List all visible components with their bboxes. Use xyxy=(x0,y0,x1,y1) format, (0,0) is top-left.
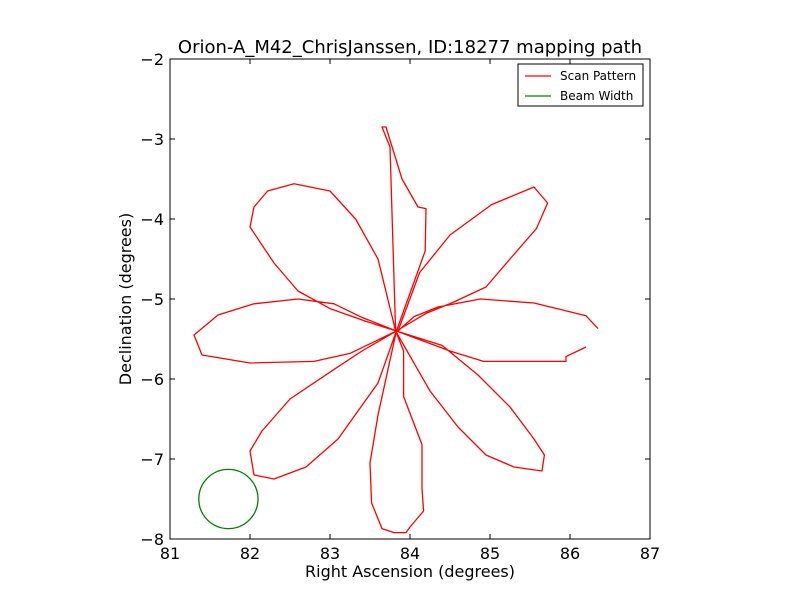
legend-label-beam-width: Beam Width xyxy=(560,89,633,103)
x-tick-label: 85 xyxy=(480,544,500,563)
y-tick-label: −7 xyxy=(140,450,164,469)
legend: Scan Pattern Beam Width xyxy=(517,63,644,107)
y-tick-label: −2 xyxy=(140,50,164,69)
chart-title: Orion-A_M42_ChrisJanssen, ID:18277 mappi… xyxy=(178,37,642,58)
y-tick-label: −8 xyxy=(140,530,164,549)
y-tick-label: −6 xyxy=(140,370,164,389)
y-tick-label: −5 xyxy=(140,290,164,309)
legend-box xyxy=(517,63,644,107)
y-tick-label: −3 xyxy=(140,130,164,149)
x-tick-label: 82 xyxy=(240,544,260,563)
series-beam-width-circle xyxy=(198,468,259,530)
series-scan-pattern-line xyxy=(193,126,599,534)
x-tick-label: 83 xyxy=(320,544,340,563)
y-tick-label: −4 xyxy=(140,210,164,229)
x-tick-label: 87 xyxy=(640,544,660,563)
legend-label-scan-pattern: Scan Pattern xyxy=(560,69,636,83)
x-axis-label: Right Ascension (degrees) xyxy=(305,562,515,581)
x-tick-label: 81 xyxy=(160,544,180,563)
axis-ticks: 81 82 83 84 85 86 87 −2 −3 −4 −5 −6 −7 −8 xyxy=(140,50,660,563)
plot-marks xyxy=(193,126,599,534)
x-tick-label: 84 xyxy=(400,544,420,563)
y-axis-label: Declination (degrees) xyxy=(116,213,135,385)
x-tick-label: 86 xyxy=(560,544,580,563)
